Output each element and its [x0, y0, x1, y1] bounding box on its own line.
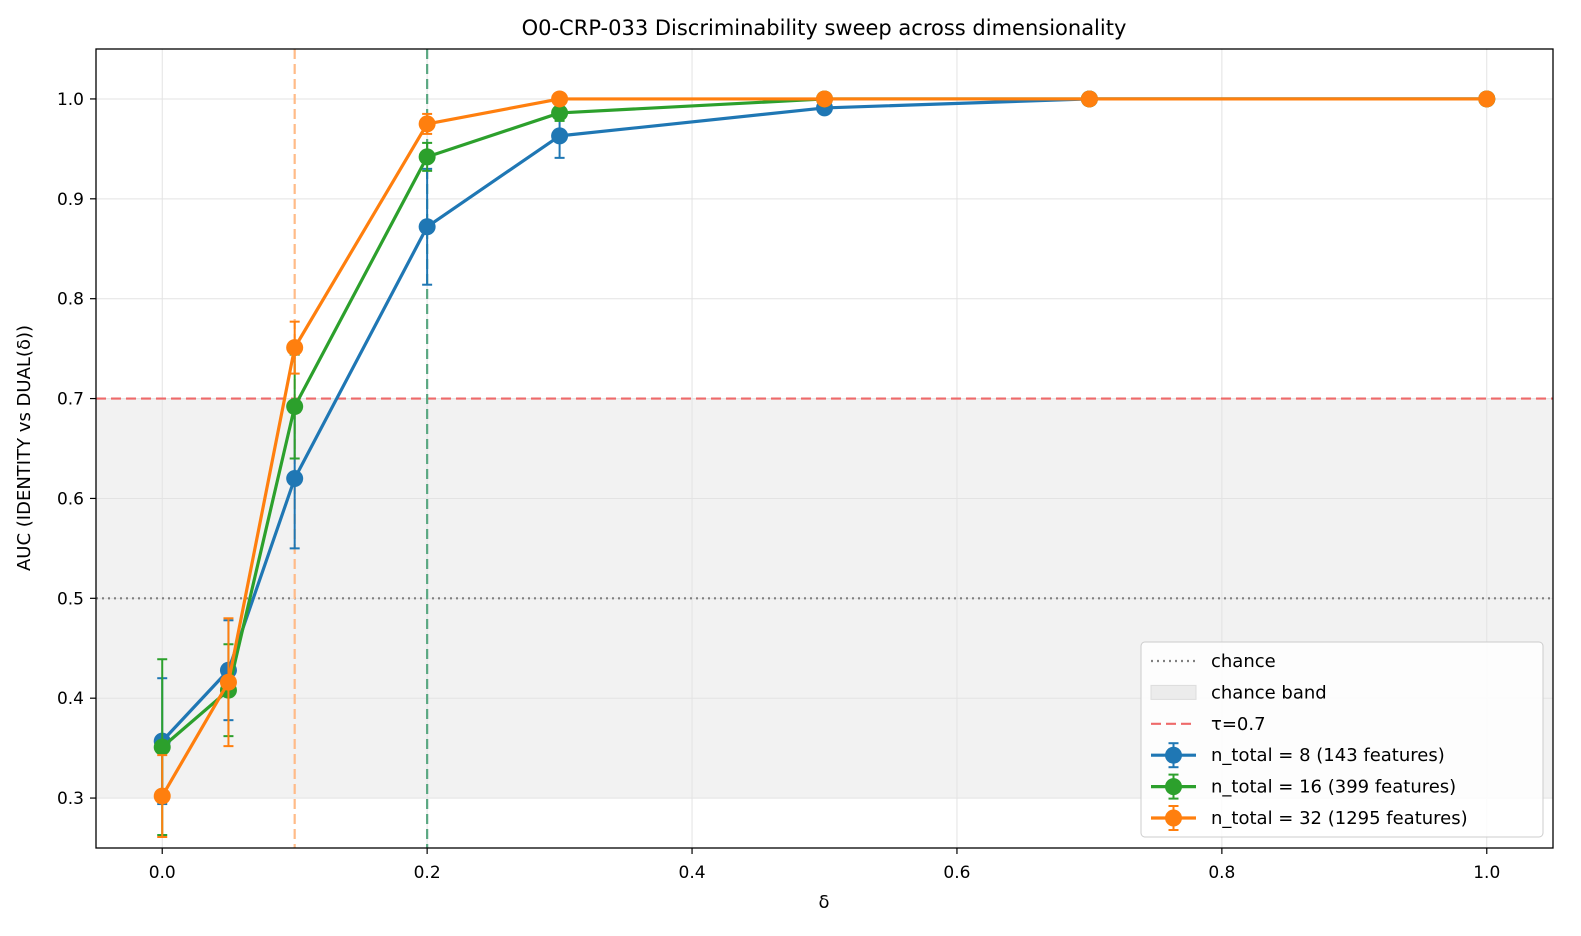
x-tick-label: 0.4	[679, 863, 706, 883]
y-tick-label: 0.3	[57, 789, 84, 809]
data-point	[286, 469, 304, 487]
data-point	[153, 787, 171, 805]
legend-label: chance band	[1211, 682, 1327, 703]
y-tick-label: 0.4	[57, 689, 84, 709]
data-point	[153, 738, 171, 756]
data-point	[418, 148, 436, 166]
plot-frame	[95, 48, 1554, 849]
legend-swatch-marker	[1165, 778, 1182, 796]
data-point	[1080, 90, 1098, 108]
x-axis-label: δ	[818, 892, 829, 913]
y-tick-label: 0.6	[57, 489, 84, 509]
series-line	[160, 97, 1487, 797]
data-point	[286, 398, 304, 416]
legend-swatch-marker	[1165, 809, 1182, 827]
legend-label: n_total = 16 (399 features)	[1211, 777, 1456, 798]
x-tick-label: 0.2	[414, 863, 441, 883]
y-axis-label: AUC (IDENTITY vs DUAL(δ))	[14, 325, 35, 571]
legend-label: τ=0.7	[1211, 714, 1266, 735]
data-point	[418, 115, 436, 133]
x-tick-label: 1.0	[1473, 863, 1500, 883]
legend-swatch-marker	[1165, 746, 1182, 764]
legend-label: n_total = 32 (1295 features)	[1211, 808, 1468, 829]
legend-label: n_total = 8 (143 features)	[1211, 745, 1445, 766]
legend-swatch-band	[1150, 684, 1197, 700]
legend-label: chance	[1211, 651, 1276, 672]
y-tick-label: 0.5	[57, 589, 84, 609]
x-tick-label: 0.8	[1208, 863, 1235, 883]
data-point	[816, 90, 833, 108]
data-point	[551, 90, 569, 108]
legend: chance chance band τ=0.7 n_total = 8 (143 f…	[1140, 641, 1544, 838]
legend-box	[1140, 641, 1544, 838]
data-point	[286, 339, 304, 357]
data-point	[1478, 90, 1496, 108]
data-point	[551, 127, 569, 145]
data-point	[219, 673, 237, 691]
y-tick-label: 0.8	[57, 290, 84, 310]
series-3	[153, 90, 1496, 839]
y-tick-label: 1.0	[57, 90, 84, 110]
y-tick-label: 0.7	[57, 390, 84, 410]
plot-area: 0.0 0.2 0.4 0.6 0.8 1.0 0.3 0.4 0.5 0.6 0.7 0.8 0.9 1…	[57, 48, 1554, 883]
x-tick-label: 0.6	[943, 863, 970, 883]
x-tick-label: 0.0	[149, 863, 176, 883]
data-point	[418, 218, 436, 236]
y-tick-label: 0.9	[57, 190, 84, 210]
data-point	[551, 104, 569, 122]
chart-title: O0-CRP-033 Discriminability sweep across…	[522, 16, 1127, 40]
